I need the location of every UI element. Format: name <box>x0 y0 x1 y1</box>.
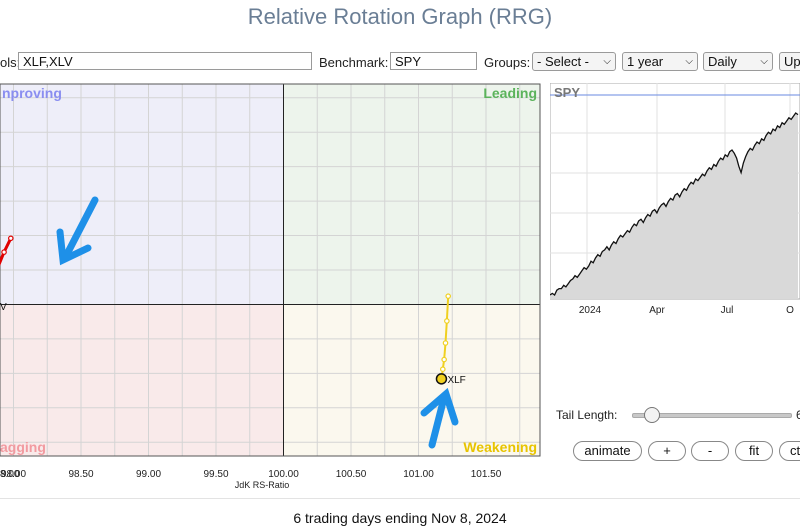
rrg-x-tick-label: 99.00 <box>136 469 161 480</box>
spy-x-tick-label: Jul <box>721 305 734 315</box>
quadrant-lagging <box>0 304 284 456</box>
spy-chart: SPY 2024 Apr Jul O <box>550 83 800 315</box>
quadrant-leading <box>283 84 540 305</box>
rrg-x-axis-label: JdK RS-Ratio <box>235 480 290 490</box>
spy-x-ticks: 2024 Apr Jul O <box>579 305 794 315</box>
rrg-chart: nproving Leading Weakening agging 8.0098… <box>0 83 541 490</box>
spy-area <box>550 113 798 299</box>
chevron-down-icon: ⌵ <box>685 56 693 67</box>
period-select-value: 1 year <box>627 54 664 69</box>
fit-button[interactable]: fit <box>735 441 773 461</box>
spy-chart-title: SPY <box>554 85 580 100</box>
quadrant-weakening <box>283 304 540 456</box>
rrg-x-tick-label: 100.00 <box>268 469 299 480</box>
series-tail-point <box>439 366 446 373</box>
zoom-out-button[interactable]: - <box>691 441 729 461</box>
symbols-input[interactable]: XLF,XLV <box>18 52 312 70</box>
series-tail-point <box>8 235 14 242</box>
spy-x-tick-label: 2024 <box>579 305 602 315</box>
interval-select[interactable]: Daily ⌵ <box>703 52 773 71</box>
rrg-x-tick-label: 8.00 <box>0 469 20 480</box>
rrg-x-tick-label: 100.50 <box>336 469 367 480</box>
series-label: XLV <box>0 302 7 313</box>
chevron-down-icon: ⌵ <box>760 56 768 67</box>
chevron-down-icon: ⌵ <box>603 56 611 67</box>
series-xlv: XLV <box>0 235 14 313</box>
rrg-x-tick-label: 99.50 <box>203 469 228 480</box>
rrg-x-tick-label: 98.00 <box>1 469 26 480</box>
series-tail-point <box>442 340 449 346</box>
arrow-annotation-xlf <box>420 387 459 449</box>
spy-x-tick-label: Apr <box>649 305 665 315</box>
symbols-label: ols: <box>0 55 21 70</box>
series-tail-point <box>441 356 447 363</box>
benchmark-input[interactable]: SPY <box>390 52 477 70</box>
arrow-annotation-xlv <box>56 196 99 266</box>
update-button[interactable]: Up <box>779 52 800 71</box>
series-xlf: XLF <box>435 293 466 386</box>
rrg-x-tick-label: 101.50 <box>471 469 502 480</box>
zoom-in-button[interactable]: + <box>648 441 686 461</box>
quadrant-improving <box>0 84 284 305</box>
tail-length-slider-track[interactable] <box>632 413 792 418</box>
divider <box>0 498 800 499</box>
animate-button[interactable]: animate <box>573 441 642 461</box>
rrg-x-tick-label: 101.00 <box>403 469 434 480</box>
quadrant-label-leading: Leading <box>483 85 537 101</box>
series-tail-point <box>1 249 7 255</box>
spy-x-tick-label: O <box>786 305 794 315</box>
tail-length-value: 6 <box>796 408 800 422</box>
ctrl-button[interactable]: ct <box>779 441 800 461</box>
rrg-x-tick-label: 98.50 <box>68 469 93 480</box>
quadrant-label-improving: nproving <box>2 85 62 101</box>
series-tail-point <box>444 318 450 324</box>
series-tail-point <box>445 293 452 299</box>
quadrant-label-lagging: agging <box>0 439 46 455</box>
series-label: XLF <box>447 375 465 386</box>
period-select[interactable]: 1 year ⌵ <box>622 52 698 71</box>
interval-select-value: Daily <box>708 54 737 69</box>
series-head-point[interactable] <box>435 373 448 385</box>
quadrant-label-weakening: Weakening <box>463 439 537 455</box>
footer-caption: 6 trading days ending Nov 8, 2024 <box>293 510 507 526</box>
groups-select[interactable]: - Select - ⌵ <box>532 52 616 71</box>
tail-length-label: Tail Length: <box>556 408 618 422</box>
tail-length-slider-thumb[interactable] <box>643 407 660 423</box>
groups-select-value: - Select - <box>537 54 590 69</box>
groups-label: Groups: <box>484 55 531 70</box>
rrg-series: XLV XLF <box>0 235 466 386</box>
benchmark-label: Benchmark: <box>319 55 389 70</box>
spy-price-line <box>550 112 799 296</box>
page-title: Relative Rotation Graph (RRG) <box>247 4 553 29</box>
rrg-plot-border <box>0 83 541 457</box>
